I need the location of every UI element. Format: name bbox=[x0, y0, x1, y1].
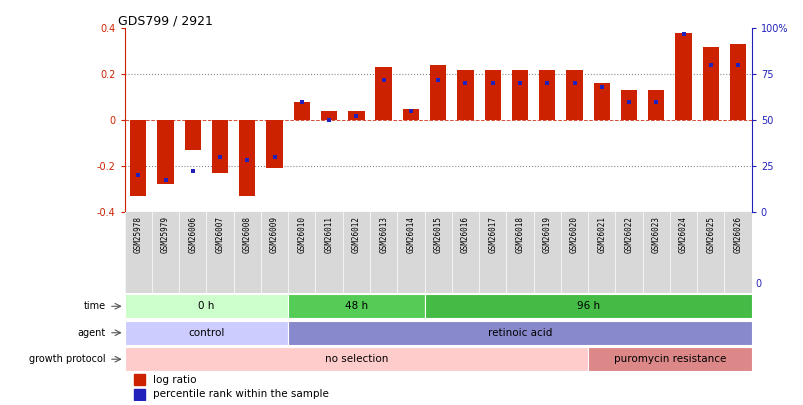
Text: percentile rank within the sample: percentile rank within the sample bbox=[153, 389, 328, 399]
Bar bbox=[130, 120, 146, 196]
Text: GSM26010: GSM26010 bbox=[297, 216, 306, 253]
Point bbox=[622, 98, 634, 105]
Bar bbox=[402, 109, 418, 120]
Bar bbox=[266, 120, 283, 168]
Text: GSM26020: GSM26020 bbox=[569, 216, 578, 253]
Point bbox=[404, 108, 417, 114]
Point bbox=[703, 62, 716, 68]
Text: GSM26008: GSM26008 bbox=[243, 216, 251, 253]
Text: GSM26021: GSM26021 bbox=[597, 216, 605, 253]
Bar bbox=[287, 321, 751, 345]
Bar bbox=[430, 65, 446, 120]
Point bbox=[132, 172, 145, 178]
Point bbox=[241, 157, 254, 164]
Text: GSM26026: GSM26026 bbox=[732, 216, 742, 253]
Point bbox=[431, 77, 444, 83]
Bar bbox=[702, 47, 718, 120]
Point bbox=[731, 62, 744, 68]
Text: agent: agent bbox=[77, 328, 106, 338]
Text: GSM26011: GSM26011 bbox=[324, 216, 333, 253]
Text: GSM26017: GSM26017 bbox=[487, 216, 496, 253]
Text: growth protocol: growth protocol bbox=[29, 354, 106, 364]
Bar bbox=[124, 294, 287, 318]
Bar bbox=[124, 321, 287, 345]
Bar bbox=[484, 70, 500, 120]
Point bbox=[540, 80, 553, 87]
Bar bbox=[348, 111, 364, 120]
Bar bbox=[157, 120, 173, 184]
Bar bbox=[238, 120, 255, 196]
Bar bbox=[124, 347, 588, 371]
Bar bbox=[538, 70, 555, 120]
Point bbox=[513, 80, 526, 87]
Text: GSM26009: GSM26009 bbox=[270, 216, 279, 253]
Point bbox=[349, 113, 362, 119]
Point bbox=[322, 117, 335, 123]
Bar bbox=[185, 120, 201, 150]
Point bbox=[268, 153, 281, 160]
Bar bbox=[620, 90, 637, 120]
Point bbox=[295, 98, 308, 105]
Bar bbox=[134, 389, 145, 399]
Bar bbox=[647, 90, 663, 120]
Point bbox=[186, 168, 199, 175]
Text: GSM26019: GSM26019 bbox=[542, 216, 551, 253]
Bar bbox=[320, 111, 337, 120]
Text: 0 h: 0 h bbox=[198, 301, 214, 311]
Bar bbox=[457, 70, 473, 120]
Bar bbox=[565, 70, 582, 120]
Text: GSM25979: GSM25979 bbox=[161, 216, 169, 253]
Bar bbox=[375, 67, 391, 120]
Text: GSM26024: GSM26024 bbox=[679, 216, 687, 253]
Text: log ratio: log ratio bbox=[153, 375, 196, 385]
Bar bbox=[424, 294, 751, 318]
Point bbox=[649, 98, 662, 105]
Point bbox=[377, 77, 389, 83]
Text: GSM26023: GSM26023 bbox=[651, 216, 660, 253]
Text: time: time bbox=[84, 301, 106, 311]
Text: 48 h: 48 h bbox=[344, 301, 368, 311]
Text: GSM26014: GSM26014 bbox=[406, 216, 415, 253]
Text: GSM26013: GSM26013 bbox=[379, 216, 388, 253]
Point bbox=[159, 177, 172, 184]
Text: GSM26022: GSM26022 bbox=[624, 216, 633, 253]
Bar bbox=[134, 375, 145, 385]
Text: GSM25978: GSM25978 bbox=[133, 216, 143, 253]
Text: puromycin resistance: puromycin resistance bbox=[613, 354, 725, 364]
Text: GSM26025: GSM26025 bbox=[706, 216, 715, 253]
Text: retinoic acid: retinoic acid bbox=[487, 328, 552, 338]
Text: no selection: no selection bbox=[324, 354, 388, 364]
Text: control: control bbox=[188, 328, 224, 338]
Point bbox=[459, 80, 471, 87]
Point bbox=[486, 80, 499, 87]
Text: GSM26015: GSM26015 bbox=[433, 216, 442, 253]
Bar bbox=[293, 102, 310, 120]
Bar bbox=[593, 83, 609, 120]
Point bbox=[594, 84, 607, 90]
Text: GSM26016: GSM26016 bbox=[460, 216, 470, 253]
Text: 0: 0 bbox=[755, 279, 761, 289]
Bar bbox=[729, 45, 745, 120]
Point bbox=[568, 80, 581, 87]
Bar bbox=[675, 33, 691, 120]
Bar bbox=[588, 347, 751, 371]
Point bbox=[214, 153, 226, 160]
Bar bbox=[212, 120, 228, 173]
Bar bbox=[512, 70, 528, 120]
Text: GSM26006: GSM26006 bbox=[188, 216, 197, 253]
Text: 96 h: 96 h bbox=[576, 301, 599, 311]
Text: GDS799 / 2921: GDS799 / 2921 bbox=[118, 14, 213, 27]
Point bbox=[676, 31, 689, 37]
Text: GSM26018: GSM26018 bbox=[515, 216, 524, 253]
Bar bbox=[287, 294, 424, 318]
Text: GSM26007: GSM26007 bbox=[215, 216, 224, 253]
Text: GSM26012: GSM26012 bbox=[352, 216, 361, 253]
